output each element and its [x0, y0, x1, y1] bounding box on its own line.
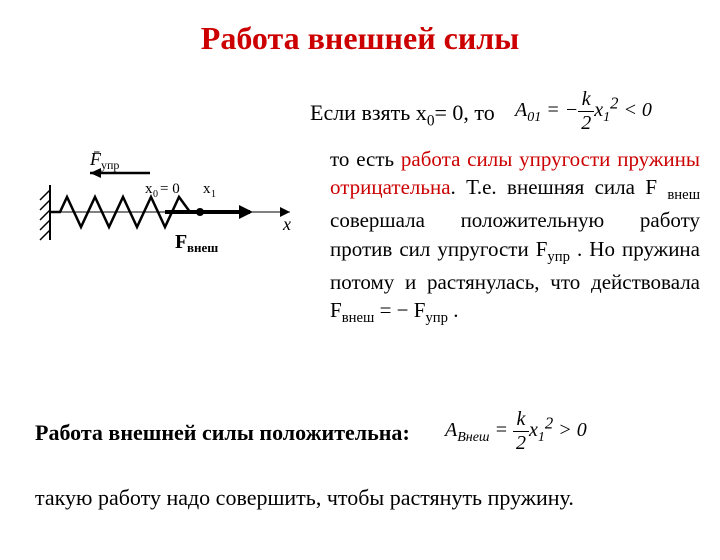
conclusion-line: Работа внешней силы положительна:	[35, 420, 410, 446]
svg-text:F: F	[175, 231, 187, 253]
svg-text:1: 1	[211, 189, 216, 200]
page-title: Работа внешней силы	[0, 20, 720, 57]
svg-text:x: x	[145, 181, 153, 197]
svg-text:x: x	[203, 181, 211, 197]
body-paragraph: то есть работа силы упругости пружины от…	[330, 145, 700, 329]
formula-avnesh: AВнеш = k2x12 > 0	[445, 408, 587, 455]
svg-text:0: 0	[153, 189, 158, 200]
svg-text:= 0: = 0	[160, 181, 180, 197]
intro-line: Если взять x0= 0, то	[310, 100, 495, 130]
svg-text:упр: упр	[101, 158, 119, 172]
spring-diagram: F̄ упр x 0 = 0 x 1 x F внеш	[35, 145, 305, 285]
svg-text:внеш: внеш	[187, 240, 218, 255]
formula-a01: A01 = −k2x12 < 0	[515, 88, 652, 135]
final-line: такую работу надо совершить, чтобы растя…	[35, 485, 574, 511]
svg-text:x: x	[282, 214, 291, 234]
